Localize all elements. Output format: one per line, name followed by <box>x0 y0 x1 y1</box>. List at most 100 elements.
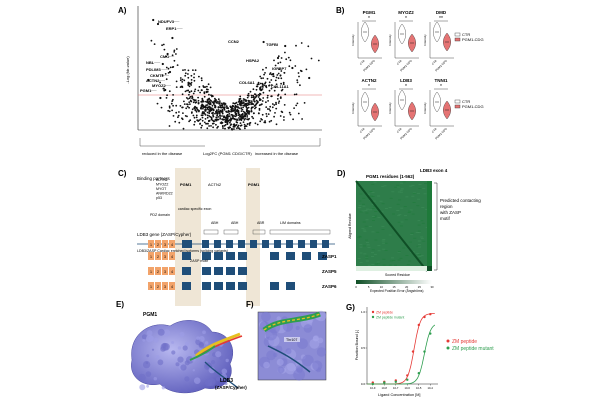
pae-texture-cell <box>371 192 375 193</box>
volcano-point <box>187 81 190 84</box>
volcano-point <box>167 109 170 112</box>
volcano-point <box>247 99 250 102</box>
volcano-point <box>265 101 267 104</box>
binding-point <box>417 323 420 327</box>
volcano-point <box>299 69 302 72</box>
volcano-point <box>195 110 198 113</box>
volcano-point <box>237 106 239 109</box>
volcano-point <box>183 103 186 105</box>
volcano-point <box>297 72 300 74</box>
panel-f: F) Thr107 <box>246 300 327 381</box>
surface-bump <box>146 384 150 388</box>
pae-texture-cell <box>399 191 403 193</box>
volcano-point <box>256 83 259 86</box>
pae-cbar-tick: 10 <box>380 285 384 289</box>
loop-blue <box>204 361 239 389</box>
surface-bump <box>151 348 155 351</box>
volcano-gene-label: NBL <box>146 60 155 65</box>
surface-bump <box>191 352 195 356</box>
panel-a: A) -Log (fdr-value) NDUFV3 ERP1 CMO NBL PDLI… <box>118 6 322 156</box>
pae-texture-cell <box>412 202 416 203</box>
volcano-point <box>237 112 240 115</box>
exon-blue <box>238 240 245 248</box>
pae-texture-cell <box>381 203 385 205</box>
zoom-bump <box>303 324 313 333</box>
pae-cbar-tick: 25 <box>418 285 422 289</box>
panel-letter-d: D) <box>337 169 346 178</box>
pae-texture-cell <box>371 231 375 233</box>
exon-blue <box>202 240 209 248</box>
binding-point <box>423 315 426 319</box>
volcano-point <box>181 78 184 81</box>
volcano-point <box>182 112 184 114</box>
volcano-point <box>282 81 285 84</box>
binding-point <box>417 372 420 375</box>
volcano-point <box>242 106 245 109</box>
volcano-point <box>255 106 257 109</box>
volcano-point <box>190 79 193 81</box>
outer-legend-red: ZM peptide <box>452 339 477 345</box>
volcano-point <box>199 91 202 94</box>
volcano-point <box>269 105 272 108</box>
binding-ytick: 0.0 <box>361 382 366 386</box>
iso-exon-number: 1 <box>150 270 152 274</box>
panel-g: G) Fraction Bound [-] Ligand Concentrati… <box>346 303 494 397</box>
abr-label: ABR <box>257 221 265 225</box>
volcano-point <box>256 123 259 126</box>
volcano-point <box>270 119 273 122</box>
volcano-point <box>240 115 242 117</box>
volcano-point <box>235 101 238 104</box>
iso-exon-blue <box>302 252 311 260</box>
pae-texture-cell <box>416 245 420 247</box>
volcano-point <box>175 48 178 50</box>
volcano-point <box>201 111 204 113</box>
pae-texture-cell <box>377 217 381 218</box>
volcano-point <box>194 69 197 72</box>
pae-texture-cell <box>365 257 369 259</box>
volcano-point <box>265 66 267 69</box>
volcano-point <box>221 121 224 124</box>
iso-exon-blue <box>226 282 235 290</box>
volcano-point <box>185 97 188 99</box>
volcano-point <box>197 89 200 92</box>
inner-legend-red-dot <box>371 310 375 314</box>
volcano-point <box>206 114 209 117</box>
volcano-point <box>223 116 226 118</box>
zoom-bump <box>276 358 284 366</box>
pae-texture-cell <box>409 209 413 211</box>
pae-texture-cell <box>376 261 380 263</box>
pae-texture-cell <box>403 206 407 207</box>
volcano-point <box>270 79 273 81</box>
volcano-point <box>278 68 280 71</box>
volcano-point-labeled <box>272 72 275 76</box>
surface-bump <box>142 360 151 369</box>
volcano-point <box>223 124 226 127</box>
volcano-point <box>208 100 211 103</box>
volcano-point <box>173 59 176 62</box>
pae-texture-cell <box>417 220 421 222</box>
zoom-bump <box>285 348 292 355</box>
volcano-point <box>187 76 190 79</box>
iso-exon-blue <box>226 267 235 275</box>
volcano-point <box>231 107 233 109</box>
pae-texture-cell <box>423 193 427 195</box>
pae-texture-cell <box>410 232 414 234</box>
volcano-point <box>168 125 171 127</box>
volcano-point <box>245 112 247 115</box>
pae-cbar-tick: 5 <box>368 285 370 289</box>
iso-exon-blue <box>238 282 247 290</box>
volcano-point <box>257 96 260 98</box>
volcano-point <box>227 110 230 113</box>
pgm1-label-2: PGM1 <box>248 182 260 187</box>
surface-bump <box>205 341 209 345</box>
pae-texture-cell <box>397 251 401 252</box>
pae-colorbar-ticks: 0 5 10 15 20 25 30 <box>355 285 434 289</box>
volcano-point <box>209 99 212 101</box>
outer-legend-green: ZM peptide mutant <box>452 346 494 352</box>
violin-significance: * <box>368 84 370 90</box>
zoom-bump <box>266 350 276 361</box>
pae-texture-cell <box>388 264 392 266</box>
pae-texture-cell <box>363 245 367 247</box>
volcano-point <box>285 58 288 61</box>
